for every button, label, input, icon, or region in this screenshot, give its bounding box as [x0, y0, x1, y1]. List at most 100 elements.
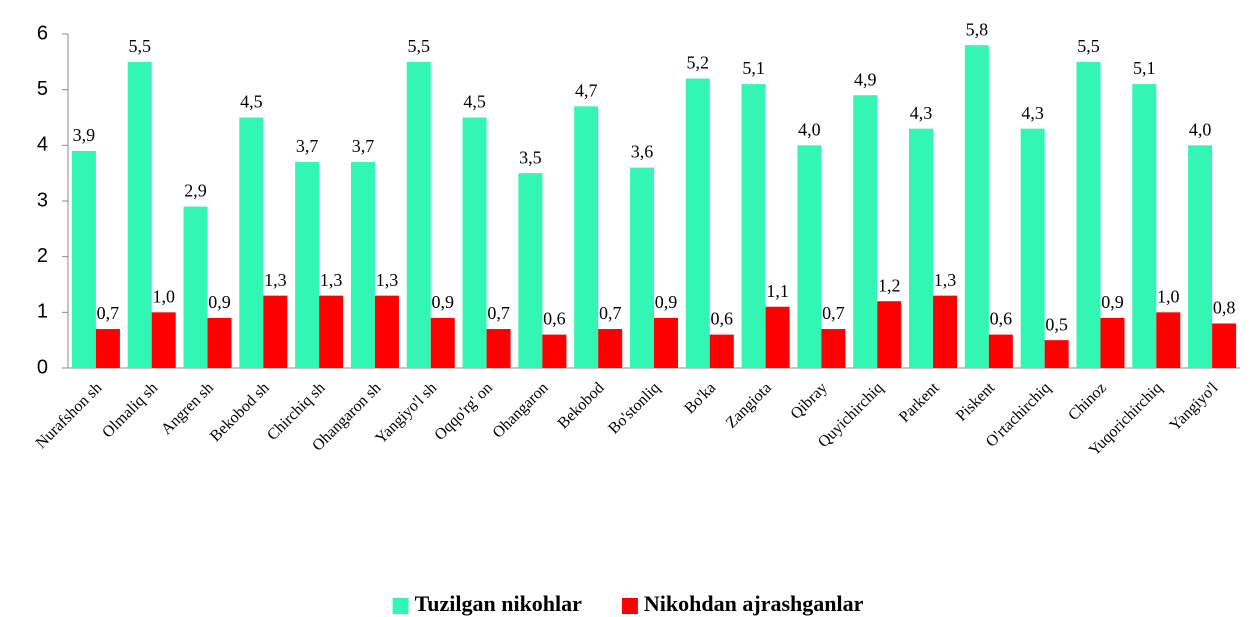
bar [295, 162, 320, 368]
x-tick-label: Bo'stonliq [605, 379, 663, 437]
bar [741, 84, 766, 368]
legend-swatch [621, 598, 638, 614]
x-tick-label: Piskent [953, 379, 999, 425]
legend-label: Tuzilgan nikohlar [415, 591, 583, 616]
bar [350, 162, 375, 368]
bar [319, 295, 344, 368]
value-label: 4,9 [854, 69, 877, 89]
x-tick-label: Bekobod [555, 379, 608, 432]
bar [853, 95, 878, 368]
bar [542, 334, 567, 368]
value-label: 2,9 [184, 181, 207, 201]
value-label: 4,0 [1189, 119, 1212, 139]
legend-swatch [392, 598, 409, 614]
bar [71, 150, 96, 368]
bar [1100, 317, 1125, 368]
value-label: 4,7 [575, 80, 598, 100]
bar [263, 295, 288, 368]
value-label: 3,5 [519, 147, 542, 167]
value-label: 5,5 [408, 36, 431, 56]
value-label: 3,9 [73, 125, 96, 145]
x-tick-label: Ohangaron [490, 379, 552, 441]
bar [95, 329, 120, 368]
x-tick-label: Angren sh [158, 379, 217, 438]
bar [1076, 61, 1101, 368]
value-label: 3,7 [296, 136, 319, 156]
bar [1020, 128, 1045, 368]
x-tick-label: Bekobod sh [207, 379, 273, 445]
x-tick-label: Oqqo'rg' on [431, 379, 496, 444]
x-tick-label: Yangiyo'l [1166, 379, 1221, 434]
bar [374, 295, 399, 368]
bar [183, 206, 208, 368]
x-tick-label: Parkent [896, 379, 943, 426]
x-tick-label: Bo'ka [681, 379, 719, 417]
x-tick-label: Qibray [787, 379, 830, 422]
bar [127, 61, 152, 368]
bar [709, 334, 734, 368]
y-tick-label: 2 [37, 245, 48, 267]
value-label: 1,0 [1157, 286, 1180, 306]
value-label: 5,2 [687, 53, 710, 73]
value-label: 0,7 [487, 303, 510, 323]
value-label: 5,8 [966, 19, 989, 39]
bar [964, 45, 989, 369]
value-label: 1,1 [766, 281, 789, 301]
value-label: 0,9 [1101, 292, 1124, 312]
bar [630, 167, 654, 368]
bar [909, 128, 934, 368]
y-tick-label: 1 [37, 301, 48, 323]
value-label: 1,2 [878, 275, 901, 295]
value-label: 0,7 [97, 303, 120, 323]
y-tick-label: 3 [37, 189, 48, 211]
bar [598, 329, 623, 368]
y-tick-label: 5 [37, 78, 48, 100]
value-label: 4,3 [1021, 103, 1044, 123]
bar [797, 145, 822, 368]
value-label: 1,3 [376, 270, 399, 290]
value-label: 0,9 [432, 292, 455, 312]
value-label: 0,6 [711, 309, 734, 329]
value-label: 3,7 [352, 136, 375, 156]
value-label: 4,5 [463, 92, 486, 112]
value-label: 1,0 [152, 286, 175, 306]
bar [1188, 145, 1213, 368]
value-label: 4,5 [240, 92, 263, 112]
value-label: 4,3 [910, 103, 933, 123]
bar [821, 329, 846, 368]
bar [685, 78, 710, 369]
value-label: 0,6 [543, 309, 566, 329]
bar [654, 317, 678, 368]
value-label: 5,5 [128, 36, 151, 56]
value-label: 0,6 [990, 309, 1013, 329]
y-tick-label: 6 [37, 22, 48, 44]
bar [239, 117, 264, 368]
value-label: 4,0 [798, 119, 821, 139]
y-tick-label: 0 [37, 356, 48, 378]
value-label: 5,1 [1133, 58, 1156, 78]
value-label: 5,5 [1077, 36, 1100, 56]
value-label: 1,3 [320, 270, 343, 290]
value-label: 0,9 [208, 292, 231, 312]
value-label: 1,3 [934, 270, 957, 290]
value-label: 0,5 [1045, 314, 1068, 334]
bar [486, 329, 511, 368]
bar [518, 173, 543, 368]
x-tick-label: Chinoz [1065, 379, 1110, 424]
x-tick-label: Olmaliq sh [99, 379, 161, 441]
bar [765, 306, 790, 368]
bar [988, 334, 1013, 368]
value-label: 0,8 [1213, 298, 1236, 318]
bar [574, 106, 599, 368]
bar [207, 317, 232, 368]
bar [462, 117, 487, 368]
bar [1156, 312, 1181, 368]
bar [877, 301, 902, 368]
bar [151, 312, 176, 368]
bar [430, 317, 455, 368]
bar [1212, 323, 1237, 368]
legend-label: Nikohdan ajrashganlar [644, 591, 864, 616]
value-label: 0,9 [655, 292, 678, 312]
value-label: 3,6 [631, 142, 654, 162]
